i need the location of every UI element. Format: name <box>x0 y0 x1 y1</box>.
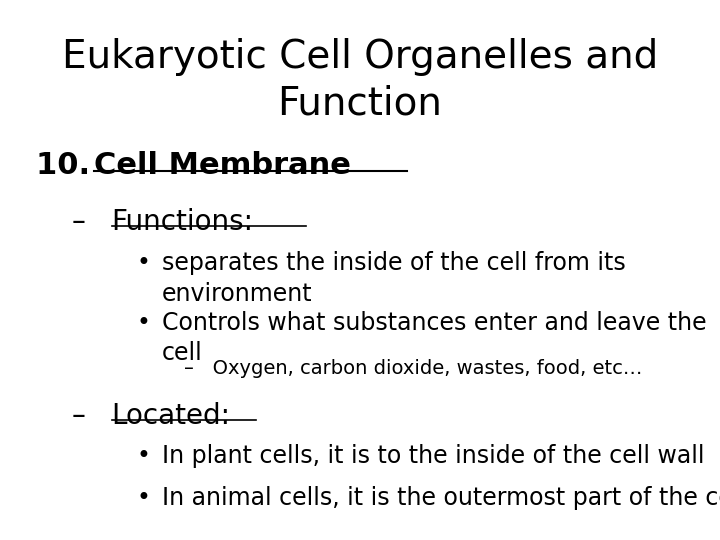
Text: •: • <box>137 444 150 468</box>
Text: Functions:: Functions: <box>112 208 253 236</box>
Text: In plant cells, it is to the inside of the cell wall: In plant cells, it is to the inside of t… <box>162 444 704 468</box>
Text: Eukaryotic Cell Organelles and
Function: Eukaryotic Cell Organelles and Function <box>62 38 658 123</box>
Text: •: • <box>137 251 150 275</box>
Text: –: – <box>72 208 104 236</box>
Text: •: • <box>137 486 150 510</box>
Text: Controls what substances enter and leave the
cell: Controls what substances enter and leave… <box>162 310 706 365</box>
Text: –: – <box>72 402 104 430</box>
Text: Cell Membrane: Cell Membrane <box>94 151 351 180</box>
Text: 10.: 10. <box>36 151 112 180</box>
Text: In animal cells, it is the outermost part of the cell: In animal cells, it is the outermost par… <box>162 486 720 510</box>
Text: separates the inside of the cell from its
environment: separates the inside of the cell from it… <box>162 251 626 306</box>
Text: –   Oxygen, carbon dioxide, wastes, food, etc…: – Oxygen, carbon dioxide, wastes, food, … <box>184 359 642 378</box>
Text: Located:: Located: <box>112 402 230 430</box>
Text: •: • <box>137 310 150 334</box>
